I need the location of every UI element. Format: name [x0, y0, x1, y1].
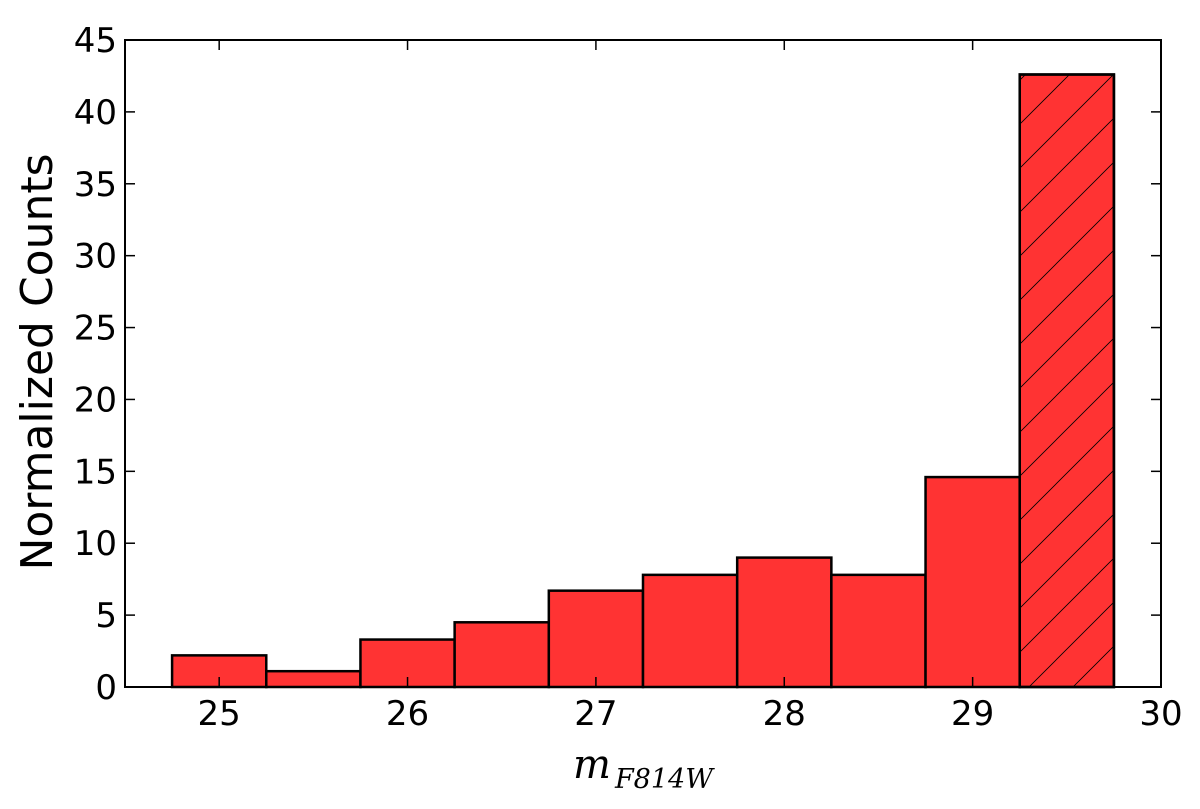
y-tick-label: 30: [74, 237, 117, 277]
y-tick-label: 40: [74, 93, 117, 133]
x-tick-label: 25: [198, 694, 241, 734]
tick-marks: [125, 39, 1162, 688]
y-tick-label: 20: [74, 380, 117, 420]
histogram-bar: [830, 573, 927, 689]
y-tick-label: 25: [74, 309, 117, 349]
y-axis-title: Normalized Counts: [12, 153, 63, 570]
y-tick-label: 10: [74, 524, 117, 564]
y-tick-label: 0: [95, 668, 117, 708]
x-tick-label: 28: [763, 694, 806, 734]
plot-frame: [124, 39, 1162, 688]
x-axis-title-subscript: F814W: [614, 764, 715, 795]
y-tick-label: 15: [74, 452, 117, 492]
histogram-bar-hatch: [1019, 74, 1114, 688]
x-tick-label: 29: [951, 694, 994, 734]
x-tick-label: 30: [1139, 694, 1182, 734]
histogram-bars: [170, 73, 1116, 689]
x-tick-label: 27: [574, 694, 617, 734]
histogram-bar: [924, 475, 1021, 689]
axes: [124, 39, 1162, 688]
histogram-bar: [547, 589, 645, 689]
y-tick-label: 5: [95, 596, 117, 636]
x-axis-title: m F814W: [573, 742, 715, 795]
histogram-bar: [641, 573, 739, 689]
tick-labels: 25 26 27 28 29 30 0 5 10 15 20 25 30 35 40 45: [74, 21, 1183, 734]
x-tick-label: 26: [386, 694, 429, 734]
histogram-bar: [735, 556, 833, 689]
histogram-bar: [265, 669, 362, 689]
y-tick-label: 35: [74, 165, 117, 205]
y-tick-label: 45: [74, 21, 117, 61]
histogram-bar: [453, 621, 551, 689]
x-axis-title-main: m: [573, 742, 611, 788]
